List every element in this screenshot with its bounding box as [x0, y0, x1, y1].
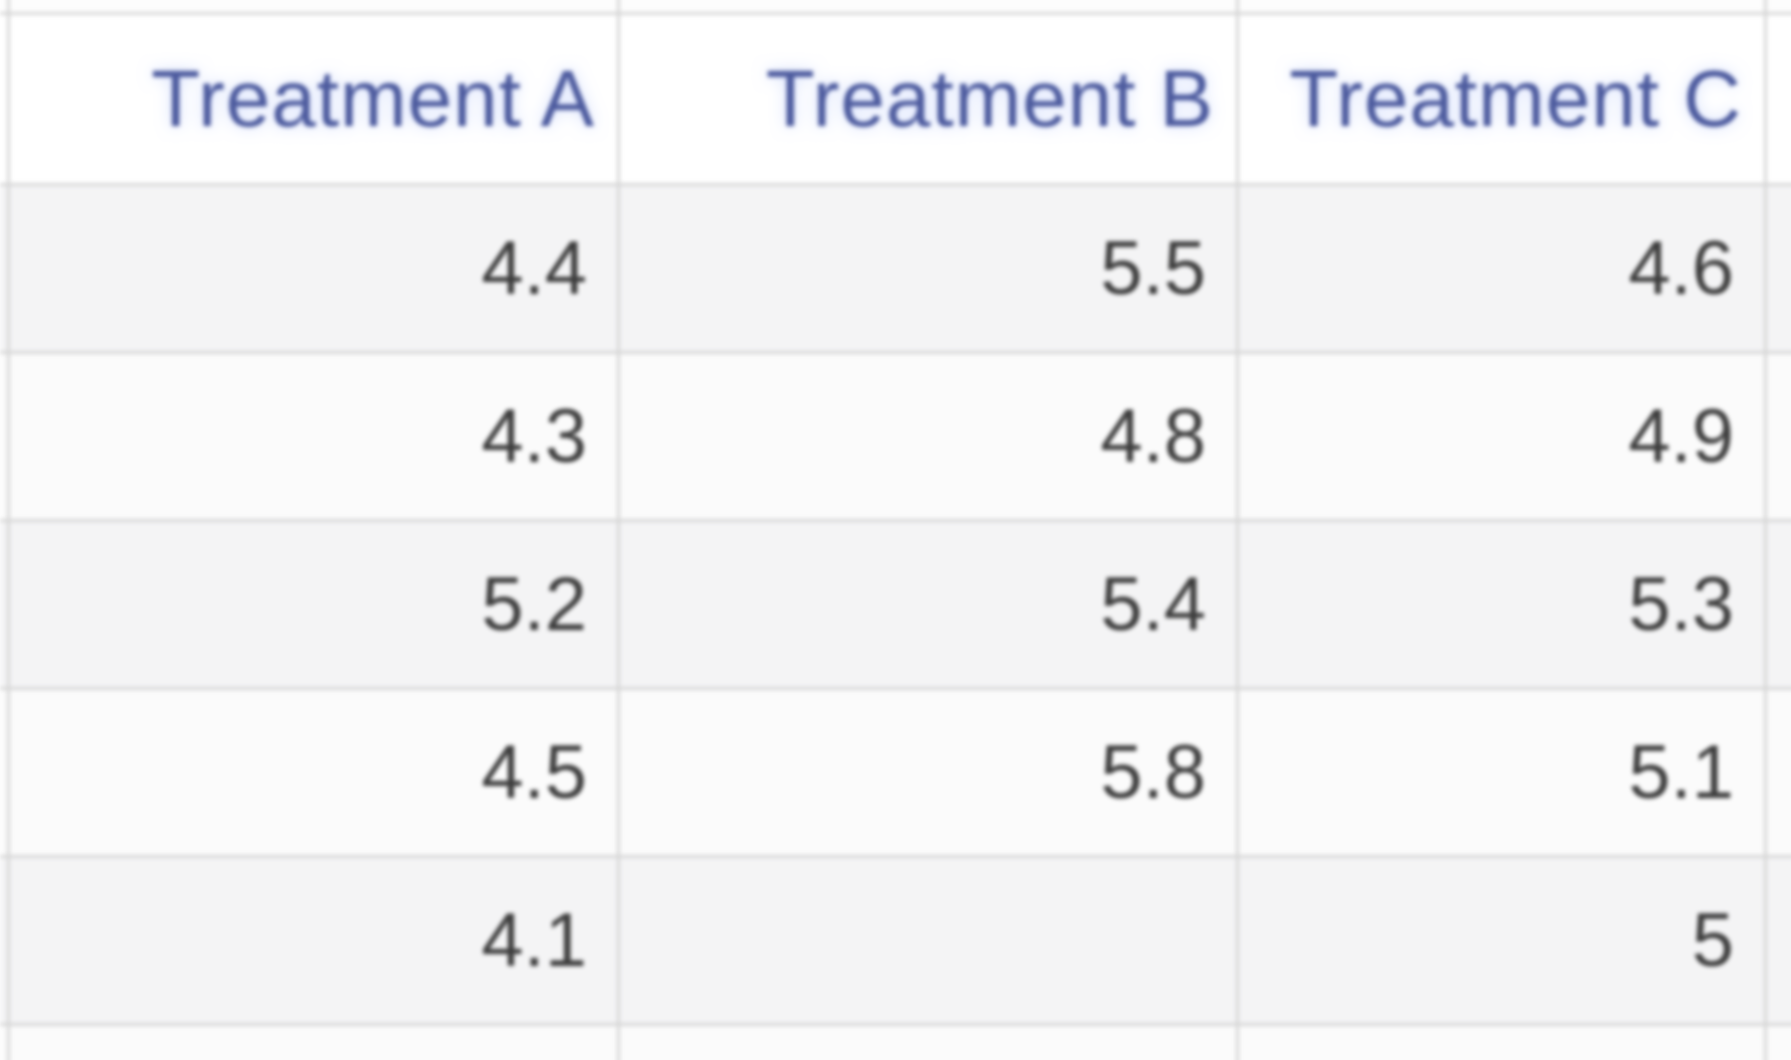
column-sliver-left — [0, 186, 10, 351]
column-header-treatment-b[interactable]: Treatment B — [620, 15, 1239, 183]
column-header-treatment-a[interactable]: Treatment A — [10, 15, 620, 183]
cell[interactable] — [1239, 0, 1767, 12]
table-row: 4.5 5.8 5.1 — [0, 690, 1791, 858]
column-partial-right — [1767, 690, 1791, 855]
column-partial-right — [1767, 1026, 1791, 1060]
cell[interactable]: 4.5 — [10, 690, 620, 855]
cell[interactable]: 5.1 — [1239, 690, 1767, 855]
cell[interactable]: 4.8 — [620, 354, 1239, 519]
table-row: 4.1 5 — [0, 858, 1791, 1026]
column-partial-right — [1767, 858, 1791, 1023]
cell[interactable] — [620, 858, 1239, 1023]
cell[interactable]: 5 — [1239, 858, 1767, 1023]
table-row: 4.3 4.8 4.9 — [0, 354, 1791, 522]
cell[interactable]: 5.8 — [620, 690, 1239, 855]
cell[interactable]: 5.3 — [1239, 522, 1767, 687]
cell[interactable]: 5.5 — [620, 186, 1239, 351]
column-sliver-left — [0, 354, 10, 519]
cell[interactable] — [10, 0, 620, 12]
cell[interactable]: 4.3 — [10, 354, 620, 519]
row-partial-bottom — [0, 1026, 1791, 1060]
cell[interactable] — [10, 1026, 620, 1060]
column-sliver-left — [0, 690, 10, 855]
column-sliver-left — [0, 0, 10, 12]
column-partial-right — [1767, 354, 1791, 519]
cell[interactable] — [1239, 1026, 1767, 1060]
row-partial-top — [0, 0, 1791, 15]
cell[interactable]: 4.6 — [1239, 186, 1767, 351]
column-partial-right — [1767, 186, 1791, 351]
cell[interactable]: 4.1 — [10, 858, 620, 1023]
column-header-treatment-c[interactable]: Treatment C — [1239, 15, 1767, 183]
cell[interactable] — [620, 1026, 1239, 1060]
column-header-row: Treatment A Treatment B Treatment C — [0, 15, 1791, 186]
table-row: 5.2 5.4 5.3 — [0, 522, 1791, 690]
column-sliver-left — [0, 858, 10, 1023]
cell[interactable]: 5.2 — [10, 522, 620, 687]
column-sliver-left — [0, 15, 10, 183]
cell[interactable]: 4.9 — [1239, 354, 1767, 519]
cell[interactable] — [620, 0, 1239, 12]
table-row: 4.4 5.5 4.6 — [0, 186, 1791, 354]
column-sliver-left — [0, 1026, 10, 1060]
column-partial-right — [1767, 15, 1791, 183]
column-sliver-left — [0, 522, 10, 687]
cell[interactable]: 4.4 — [10, 186, 620, 351]
column-partial-right — [1767, 0, 1791, 12]
cell[interactable]: 5.4 — [620, 522, 1239, 687]
column-partial-right — [1767, 522, 1791, 687]
